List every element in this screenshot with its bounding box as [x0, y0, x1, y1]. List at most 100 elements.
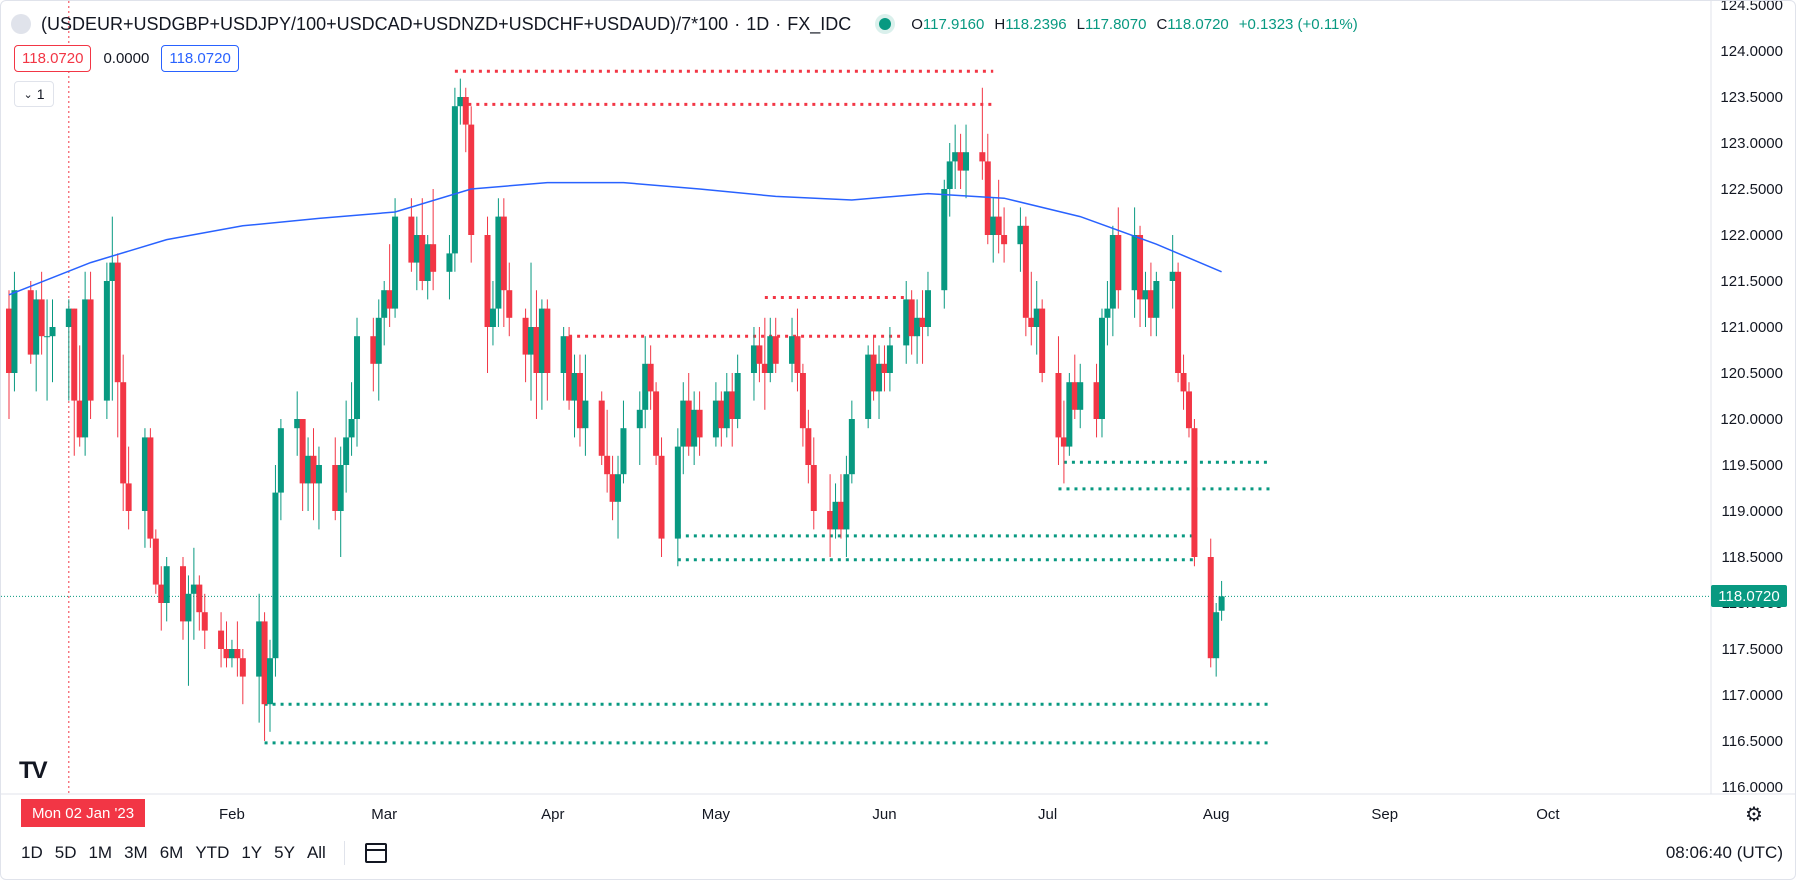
low-label: L [1076, 15, 1085, 33]
x-tick-label: Sep [1371, 806, 1398, 823]
clock[interactable]: 08:06:40 (UTC) [1665, 843, 1783, 862]
candle-up [277, 428, 284, 493]
candle-up [848, 419, 855, 475]
high-label: H [994, 15, 1006, 33]
range-button-5y[interactable]: 5Y [274, 843, 295, 862]
candle-down [76, 400, 83, 438]
range-button-1y[interactable]: 1Y [241, 843, 263, 862]
market-status-icon[interactable] [879, 18, 892, 30]
candle-up [636, 409, 643, 429]
x-tick-label: Jun [872, 806, 896, 823]
candle-down [794, 336, 801, 373]
candle-up [65, 308, 72, 327]
candle-up [190, 584, 197, 594]
candle-down [1060, 437, 1067, 447]
range-button-ytd[interactable]: YTD [195, 843, 230, 862]
candle-down [653, 391, 660, 456]
tradingview-logo[interactable]: TV [19, 757, 48, 784]
candle-down [500, 216, 507, 291]
y-tick-label: 119.0000 [1722, 503, 1783, 520]
trade-badges: 118.0720 0.0000 118.0720 [14, 45, 239, 72]
range-button-3m[interactable]: 3M [124, 843, 148, 862]
candle-up [256, 621, 263, 677]
indicator-toggle[interactable]: ⌄ 1 [14, 81, 54, 107]
bottom-toolbar: 1D 5D 1M 3M 6M YTD 1Y 5Y All 08:06:40 (UTC) [1, 831, 1795, 875]
candle-up [11, 290, 18, 373]
candle-down [125, 483, 132, 511]
chart-header: (USDEUR+USDGBP+USDJPY/100+USDCAD+USDNZD+… [11, 11, 1358, 37]
candle-down [87, 299, 94, 401]
buy-button[interactable]: 118.0720 [161, 45, 239, 72]
x-tick-label: Feb [219, 806, 245, 823]
change-value: +0.1323 (+0.11%) [1238, 15, 1358, 33]
candle-up [582, 400, 589, 429]
candle-down [810, 465, 817, 511]
y-tick-label: 122.5000 [1720, 181, 1783, 198]
candle-up [946, 161, 953, 189]
candle-down [604, 455, 611, 475]
divider [343, 841, 345, 865]
range-button-6m[interactable]: 6M [159, 843, 184, 862]
range-button-5d[interactable]: 5D [54, 843, 77, 862]
candle-down [180, 566, 187, 622]
y-tick-label: 122.0000 [1720, 227, 1783, 244]
calendar-icon[interactable] [364, 843, 387, 863]
candle-up [228, 649, 235, 659]
y-tick-label: 124.0000 [1720, 43, 1783, 60]
candle-down [1071, 382, 1078, 410]
candle-down [979, 152, 986, 162]
candle-down [805, 428, 812, 465]
candle-up [642, 363, 649, 410]
candle-up [272, 492, 279, 659]
sell-button[interactable]: 118.0720 [14, 45, 92, 72]
candle-down [38, 299, 45, 337]
candle-up [446, 253, 453, 272]
candle-down [772, 336, 779, 364]
candle-up [528, 327, 535, 355]
range-button-1m[interactable]: 1M [88, 843, 113, 862]
candle-down [147, 437, 154, 539]
candle-up [1109, 235, 1116, 309]
x-tick-label: Apr [541, 806, 564, 823]
candle-down [756, 345, 763, 364]
candle-up [82, 299, 89, 438]
spread-value: 0.0000 [101, 46, 152, 71]
candle-up [337, 465, 344, 511]
candle-down [152, 538, 159, 585]
candle-down [1147, 290, 1154, 318]
candle-down [609, 474, 616, 502]
open-value: 117.9160 [922, 15, 985, 33]
candle-down [957, 152, 964, 171]
candle-up [903, 299, 910, 346]
range-button-all[interactable]: All [306, 843, 326, 862]
candle-up [1077, 382, 1084, 410]
range-button-1d[interactable]: 1D [21, 843, 43, 862]
candle-up [1131, 235, 1138, 291]
symbol-name[interactable]: (USDEUR+USDGBP+USDJPY/100+USDCAD+USDNZD+… [41, 13, 729, 34]
candle-down [506, 290, 513, 318]
candle-up [723, 391, 730, 429]
y-tick-label: 121.5000 [1720, 273, 1783, 290]
interval[interactable]: 1D [746, 13, 770, 34]
candle-up [886, 345, 893, 373]
data-source: FX_IDC [787, 13, 852, 34]
high-value: 118.2396 [1005, 15, 1067, 33]
separator: · [734, 13, 741, 34]
candle-down [685, 400, 692, 447]
candle-down [908, 299, 915, 337]
candle-down [544, 308, 551, 373]
separator: · [775, 13, 782, 34]
candle-up [103, 281, 110, 401]
candle-up [1104, 308, 1111, 318]
candle-up [691, 409, 698, 447]
candle-up [990, 216, 997, 235]
candle-down [462, 97, 469, 125]
candle-down [881, 363, 888, 373]
y-tick-label: 119.5000 [1722, 457, 1783, 474]
candle-down [234, 649, 241, 659]
settings-gear-icon[interactable]: ⚙ [1745, 803, 1763, 826]
candle-up [876, 363, 883, 392]
candle-down [1185, 391, 1192, 429]
